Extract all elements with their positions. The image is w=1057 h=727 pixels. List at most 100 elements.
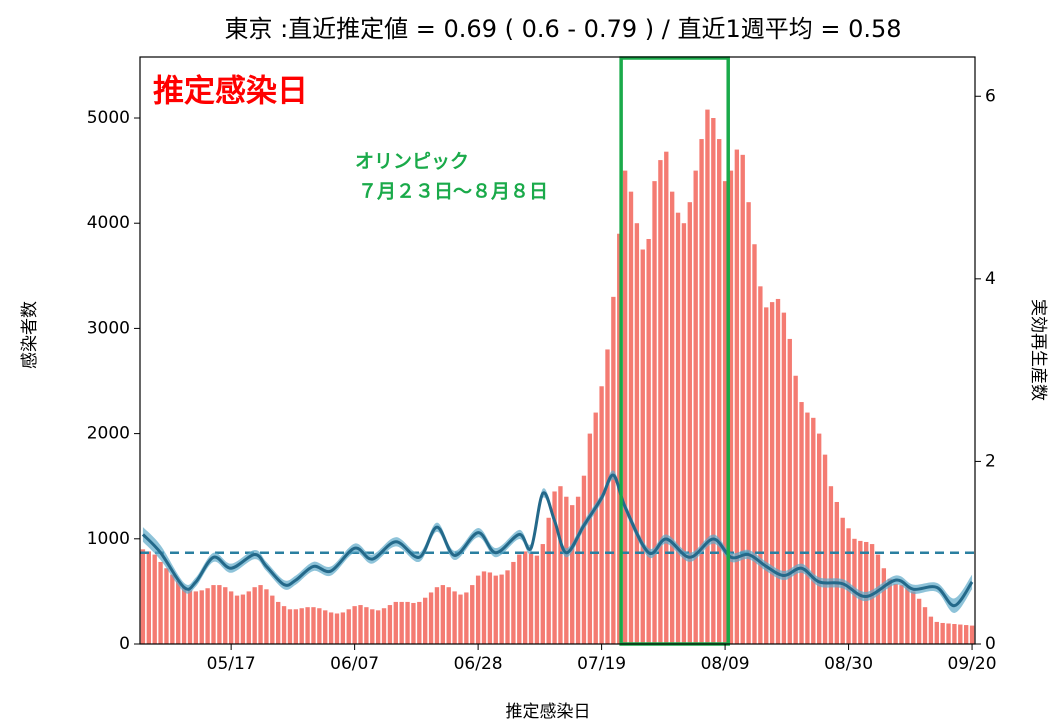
bar: [328, 612, 334, 644]
bar: [417, 601, 422, 644]
bar: [552, 491, 557, 644]
bar: [252, 587, 257, 644]
bar: [375, 610, 381, 644]
bar: [728, 170, 734, 644]
bar: [405, 601, 410, 644]
bar: [711, 118, 716, 644]
bar: [470, 585, 475, 644]
bar: [570, 505, 575, 644]
bar: [940, 622, 945, 644]
bar: [387, 605, 393, 644]
bar: [799, 402, 804, 644]
bar: [599, 386, 604, 644]
bar: [146, 551, 151, 644]
bar: [323, 610, 328, 644]
x-tick-label: 05/17: [207, 654, 256, 674]
bar: [528, 553, 534, 644]
bar: [211, 585, 216, 644]
bar: [740, 154, 745, 645]
bar: [646, 238, 651, 645]
bar: [769, 302, 775, 644]
bar: [958, 624, 963, 644]
bar: [575, 496, 581, 644]
y-tick-label: 3000: [87, 318, 130, 338]
y2-tick-label: 4: [985, 269, 996, 289]
x-axis-label: 推定感染日: [506, 702, 591, 722]
y2-tick-label: 6: [985, 86, 996, 106]
bar: [428, 592, 434, 644]
bar: [187, 590, 193, 644]
y2-tick-label: 0: [985, 634, 996, 654]
bar: [340, 612, 346, 644]
bar: [705, 109, 710, 644]
x-tick-label: 08/30: [824, 654, 873, 674]
bar: [393, 601, 398, 644]
bar: [722, 181, 728, 644]
bar: [775, 298, 781, 644]
bar: [805, 412, 810, 644]
bar: [381, 608, 387, 644]
bar: [440, 585, 446, 644]
bar: [546, 517, 551, 644]
bar: [464, 592, 469, 644]
y-axis-label: 感染者数: [20, 301, 40, 369]
bar: [928, 616, 934, 644]
x-tick-label: 07/19: [577, 654, 626, 674]
bar: [964, 625, 969, 644]
bar: [781, 312, 787, 644]
bar: [875, 554, 881, 644]
y-tick-label: 0: [119, 634, 130, 654]
bar: [905, 587, 910, 644]
bar: [181, 587, 187, 644]
bar: [258, 585, 263, 644]
bar: [581, 475, 587, 644]
bar: [352, 606, 357, 644]
bar: [423, 597, 428, 644]
bar: [664, 151, 669, 644]
bar: [746, 202, 751, 644]
y-tick-label: 5000: [87, 108, 130, 128]
bar: [158, 561, 163, 644]
bar: [499, 574, 504, 644]
bar: [152, 554, 157, 644]
bar: [793, 375, 798, 644]
panel-label: 推定感染日: [153, 74, 308, 110]
bar: [534, 555, 540, 644]
y2-axis-label: 実効再生産数: [1028, 299, 1048, 401]
bar: [487, 572, 493, 644]
bar: [611, 296, 616, 644]
bar: [270, 595, 275, 644]
bar: [622, 170, 628, 644]
bar: [681, 223, 687, 644]
bar: [969, 625, 975, 644]
y-tick-label: 2000: [87, 424, 130, 444]
x-tick-label: 09/20: [948, 654, 997, 674]
bar: [916, 598, 922, 644]
highlight-label: オリンピック: [355, 151, 469, 173]
bar: [475, 575, 481, 644]
bar: [358, 605, 363, 644]
bar: [228, 591, 234, 644]
bar: [276, 601, 281, 644]
bar: [334, 613, 340, 644]
y2-tick-label: 2: [985, 451, 996, 471]
bar: [517, 554, 522, 644]
bar: [687, 202, 692, 644]
bar: [899, 585, 904, 644]
bar: [587, 433, 593, 644]
chart-title: 東京 :直近推定値 = 0.69 ( 0.6 - 0.79 ) / 直近1週平均…: [224, 15, 901, 43]
bar: [564, 496, 569, 644]
bar: [193, 591, 199, 644]
bar: [640, 249, 645, 645]
highlight-sublabel: ７月２３日～８月８日: [358, 181, 548, 203]
bar: [311, 607, 316, 644]
bar: [628, 191, 634, 644]
x-tick-label: 08/09: [701, 654, 750, 674]
rt-line: [141, 473, 974, 608]
bar: [811, 417, 816, 644]
bar: [634, 223, 640, 644]
bar: [399, 601, 404, 644]
bar: [205, 588, 210, 644]
bar: [834, 501, 839, 644]
